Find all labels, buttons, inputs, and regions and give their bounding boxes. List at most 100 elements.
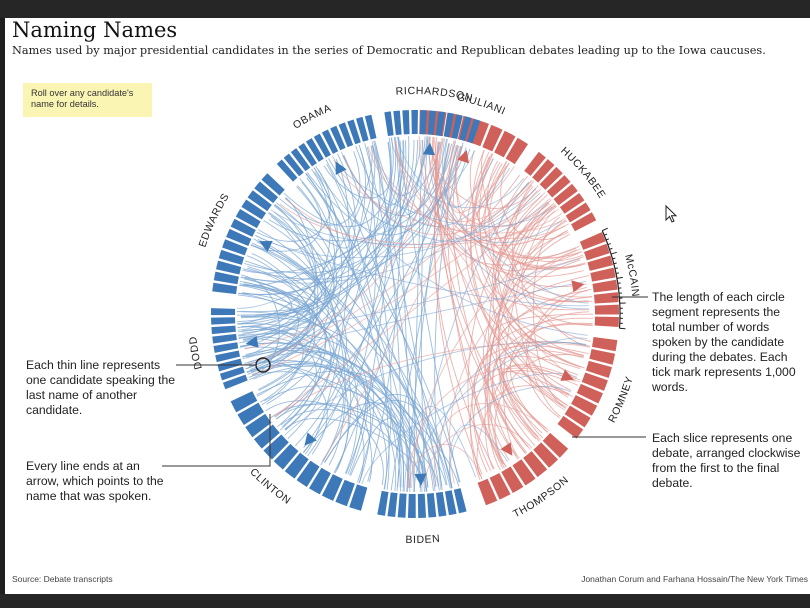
segment-richardson[interactable]	[384, 110, 481, 144]
debate-slice	[283, 153, 304, 177]
word-tick	[610, 251, 617, 255]
mention-line	[237, 311, 335, 420]
arrowhead	[422, 142, 436, 156]
mention-line	[488, 161, 589, 302]
debate-slice	[298, 142, 317, 167]
mention-line	[434, 137, 537, 440]
debate-slice	[237, 402, 265, 426]
debate-slice	[587, 255, 614, 271]
mention-line	[248, 166, 515, 365]
mention-line	[520, 229, 584, 270]
candidate-label-path: McCAIN	[622, 253, 641, 298]
debate-slice	[571, 394, 598, 416]
mention-line	[434, 403, 550, 487]
word-tick	[602, 227, 608, 232]
debate-slice	[235, 208, 261, 229]
mention-line	[370, 145, 582, 259]
mention-line	[469, 150, 586, 269]
mention-line	[498, 233, 570, 442]
mention-line	[251, 188, 542, 376]
segment-edwards[interactable]	[212, 173, 285, 295]
mention-line	[242, 211, 335, 334]
mention-line	[434, 146, 463, 490]
segment-thompson[interactable]	[477, 432, 569, 506]
debate-slice	[321, 474, 343, 501]
candidate-label[interactable]: BIDEN	[405, 533, 440, 546]
mention-line	[255, 234, 589, 307]
debate-slice	[419, 110, 428, 135]
mention-line	[455, 146, 582, 259]
debate-slice	[213, 271, 239, 285]
mention-line	[261, 197, 319, 406]
slice-note: Each slice represents one debate, arrang…	[652, 431, 801, 490]
debate-slice	[402, 110, 410, 135]
mention-line	[250, 166, 354, 372]
debate-slice	[245, 413, 272, 438]
debate-slice	[459, 116, 472, 142]
word-ticks	[601, 227, 626, 330]
debate-slice	[564, 405, 591, 428]
debate-slice	[347, 119, 361, 145]
segment-mccain[interactable]	[579, 232, 619, 327]
mention-line	[434, 138, 495, 470]
candidate-label[interactable]: OBAMA	[291, 102, 333, 132]
mention-line	[307, 140, 404, 457]
mention-line	[421, 181, 529, 492]
page-subtitle: Names used by major presidential candida…	[12, 44, 766, 57]
segment-huckabee[interactable]	[524, 151, 597, 232]
debate-slice	[512, 459, 536, 486]
mention-line	[361, 372, 578, 485]
segment-romney[interactable]	[557, 337, 618, 439]
mention-line	[242, 145, 376, 358]
debate-slice	[411, 110, 418, 135]
segment-clinton[interactable]	[230, 391, 368, 511]
mention-line	[488, 385, 569, 468]
mention-line	[247, 266, 451, 489]
debate-slice	[230, 218, 256, 237]
debate-slice	[579, 232, 606, 250]
debate-slice	[407, 493, 416, 518]
debate-slice	[219, 366, 245, 381]
debate-slice	[583, 243, 610, 261]
mention-line	[323, 400, 453, 489]
mention-line	[492, 205, 570, 395]
page-title: Naming Names	[12, 18, 178, 42]
debate-slice	[426, 493, 437, 518]
mention-line	[526, 287, 588, 419]
debate-slice	[296, 460, 320, 487]
debate-slice	[393, 110, 402, 136]
debate-slice	[489, 473, 511, 500]
mention-line	[326, 163, 390, 490]
segment-dodd[interactable]	[211, 308, 248, 390]
mention-line	[500, 162, 569, 240]
debate-slice	[565, 202, 591, 223]
candidate-label[interactable]: RICHARDSON	[395, 85, 474, 104]
candidate-label[interactable]: ROMNEY	[606, 375, 636, 425]
candidate-label[interactable]: McCAIN	[622, 253, 641, 298]
candidate-label-path: THOMPSON	[511, 474, 570, 520]
arrowhead	[560, 369, 574, 381]
debate-slice	[355, 116, 369, 142]
candidate-label[interactable]: THOMPSON	[511, 474, 571, 520]
candidate-label[interactable]: DODD	[187, 335, 205, 370]
mention-line	[305, 158, 350, 455]
debate-slice	[387, 492, 398, 518]
mention-line	[331, 156, 553, 227]
mention-line	[364, 143, 422, 488]
segment-biden[interactable]	[377, 488, 467, 518]
debate-slice	[592, 279, 618, 293]
mention-line	[439, 140, 457, 199]
mention-line	[238, 332, 369, 476]
source-credit: Source: Debate transcripts	[12, 574, 113, 584]
mention-line	[283, 141, 391, 227]
arrowheads	[245, 142, 585, 486]
mention-line	[241, 242, 323, 319]
mention-line	[241, 140, 381, 318]
debate-slice	[435, 111, 446, 136]
segment-obama[interactable]	[276, 114, 377, 182]
mention-line	[249, 205, 326, 368]
mention-line	[284, 142, 464, 431]
mention-line	[247, 136, 410, 363]
debate-slice	[501, 466, 524, 494]
